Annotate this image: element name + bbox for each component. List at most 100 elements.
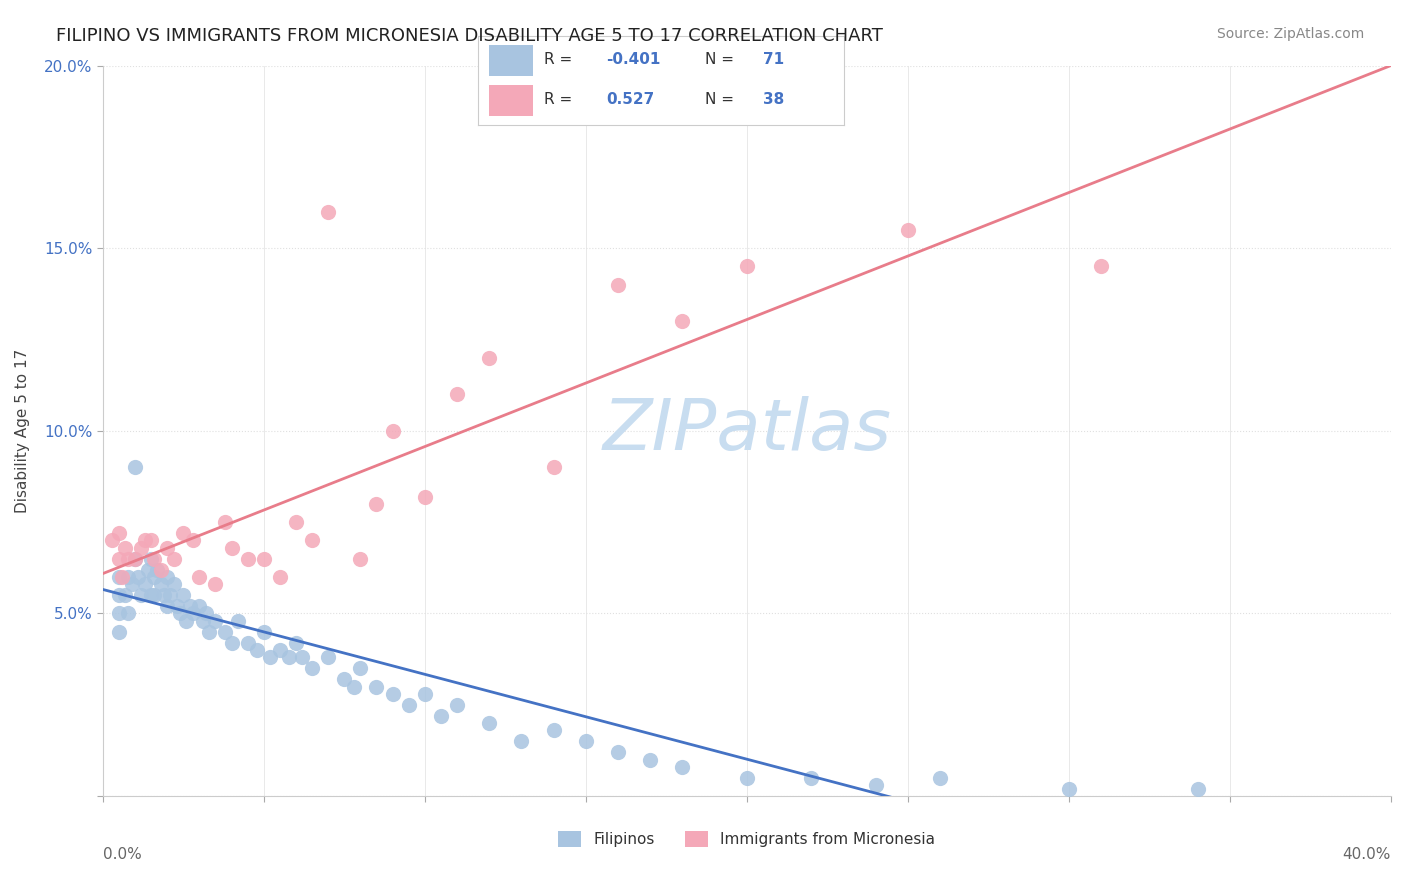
Point (735, 260, 758, 274)
Point (107, 588, 129, 602)
Point (236, 551, 259, 566)
Point (214, 624, 236, 639)
Point (671, 760, 693, 774)
Point (333, 672, 356, 686)
Point (269, 570, 291, 584)
Point (169, 607, 191, 621)
Legend: Filipinos, Immigrants from Micronesia: Filipinos, Immigrants from Micronesia (558, 830, 935, 847)
Point (607, 277, 630, 292)
Point (181, 607, 204, 621)
Point (162, 577, 184, 591)
Point (134, 577, 156, 591)
Text: R =: R = (544, 53, 576, 67)
Point (188, 570, 211, 584)
Point (1187, 781, 1209, 796)
Point (607, 745, 630, 759)
Text: 38: 38 (763, 93, 785, 107)
Text: N =: N = (704, 53, 738, 67)
Point (291, 650, 314, 665)
Point (172, 588, 194, 602)
Point (430, 708, 453, 723)
Point (156, 570, 179, 584)
Point (316, 650, 339, 665)
Point (413, 490, 436, 504)
Point (246, 643, 269, 657)
Point (398, 698, 420, 712)
Point (284, 635, 307, 649)
Point (124, 460, 146, 475)
Point (865, 778, 887, 792)
Point (478, 351, 501, 365)
Point (156, 599, 179, 614)
Point (897, 223, 920, 237)
Point (253, 624, 276, 639)
Point (188, 599, 211, 614)
Point (204, 614, 226, 628)
Point (575, 734, 598, 748)
Point (735, 771, 758, 785)
Point (349, 551, 371, 566)
Point (156, 541, 179, 555)
Point (510, 734, 533, 748)
Point (143, 588, 166, 602)
FancyBboxPatch shape (489, 45, 533, 76)
Point (117, 551, 139, 566)
Point (127, 570, 149, 584)
Point (413, 687, 436, 701)
Point (107, 551, 129, 566)
Point (446, 698, 468, 712)
Text: FILIPINO VS IMMIGRANTS FROM MICRONESIA DISABILITY AGE 5 TO 17 CORRELATION CHART: FILIPINO VS IMMIGRANTS FROM MICRONESIA D… (56, 27, 883, 45)
Point (117, 607, 139, 621)
Point (253, 551, 276, 566)
Point (131, 541, 153, 555)
Point (179, 599, 201, 614)
Point (134, 533, 156, 548)
Point (146, 563, 169, 577)
Point (301, 533, 323, 548)
Point (381, 687, 404, 701)
Point (343, 680, 366, 694)
Text: R =: R = (544, 93, 576, 107)
Point (446, 387, 468, 401)
Point (143, 551, 166, 566)
Point (114, 588, 136, 602)
Point (176, 614, 198, 628)
Point (671, 314, 693, 328)
Point (124, 551, 146, 566)
Point (149, 563, 172, 577)
Point (198, 624, 221, 639)
Point (101, 533, 124, 548)
Point (194, 607, 217, 621)
Point (159, 588, 181, 602)
Point (316, 204, 339, 219)
Point (181, 533, 204, 548)
Point (221, 541, 243, 555)
Point (638, 753, 661, 767)
Point (204, 577, 226, 591)
Point (114, 541, 136, 555)
Point (131, 588, 153, 602)
Point (284, 515, 307, 529)
Y-axis label: Disability Age 5 to 17: Disability Age 5 to 17 (15, 349, 30, 513)
Point (1057, 781, 1080, 796)
Point (478, 716, 501, 731)
Point (124, 551, 146, 566)
Point (226, 614, 249, 628)
Text: Source: ZipAtlas.com: Source: ZipAtlas.com (1216, 27, 1364, 41)
Point (349, 661, 371, 675)
Point (107, 526, 129, 541)
Point (149, 577, 172, 591)
Point (107, 624, 129, 639)
Point (301, 661, 323, 675)
Point (191, 614, 214, 628)
Point (139, 588, 162, 602)
Point (172, 526, 194, 541)
Point (366, 680, 388, 694)
Point (107, 570, 129, 584)
Text: 71: 71 (763, 53, 785, 67)
Point (221, 635, 243, 649)
Point (121, 577, 143, 591)
Point (143, 570, 166, 584)
Text: -0.401: -0.401 (606, 53, 661, 67)
Point (214, 515, 236, 529)
